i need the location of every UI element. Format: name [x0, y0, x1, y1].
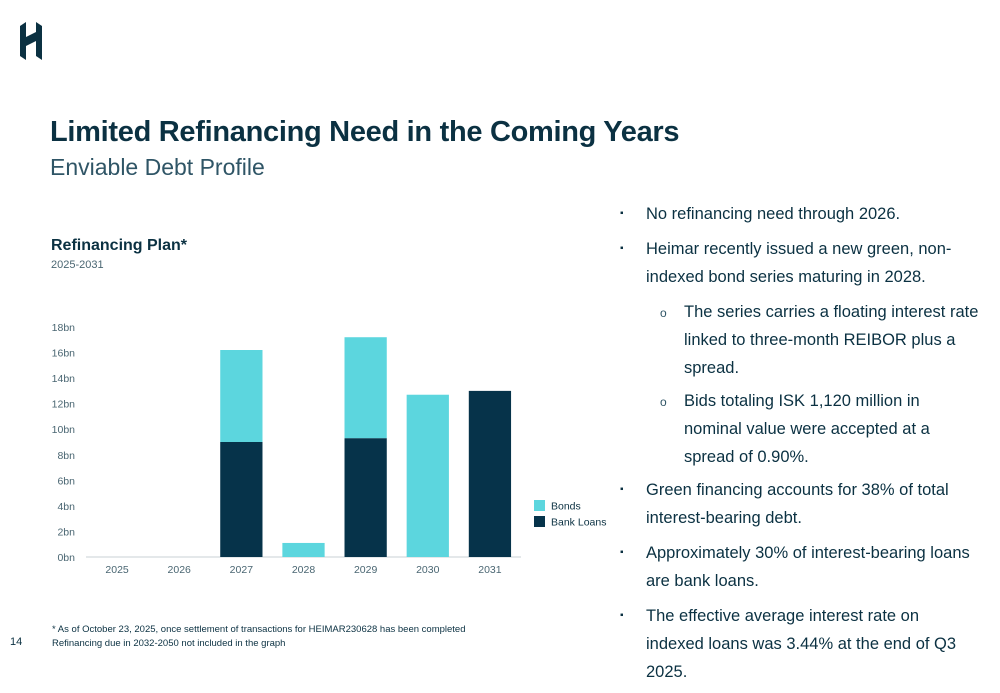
bar-bonds-2030 — [406, 394, 449, 557]
sub-bullet-text: Bids totaling ISK 1,120 million in nomin… — [684, 392, 930, 466]
bullet-marker-icon: ▪ — [620, 547, 624, 558]
sub-bullet-text: The series carries a floating interest r… — [684, 303, 979, 377]
x-tick-label: 2031 — [478, 564, 502, 576]
bullet-marker-icon: ▪ — [620, 208, 624, 219]
bullet-item: ▪ Heimar recently issued a new green, non… — [620, 235, 980, 291]
y-tick-label: 2bn — [57, 526, 75, 538]
x-tick-label: 2025 — [105, 564, 129, 576]
bullet-item: ▪ The effective average interest rate on … — [620, 602, 980, 686]
sub-bullet-marker-icon: o — [660, 306, 667, 320]
x-tick-label: 2030 — [416, 564, 440, 576]
y-tick-label: 14bn — [52, 373, 76, 385]
bullet-text: Green financing accounts for 38% of tota… — [646, 481, 949, 527]
x-tick-label: 2026 — [168, 564, 192, 576]
sub-bullet-item: o Bids totaling ISK 1,120 million in nomi… — [620, 387, 980, 471]
sub-bullet-marker-icon: o — [660, 395, 667, 409]
x-tick-label: 2029 — [354, 564, 378, 576]
bullet-marker-icon: ▪ — [620, 610, 624, 621]
chart-title: Refinancing Plan* — [51, 237, 188, 254]
bullet-list: ▪ No refinancing need through 2026. ▪ Heima… — [620, 200, 980, 693]
bar-bank-loans-2029 — [344, 438, 387, 557]
footnote-2: Refinancing due in 2032-2050 not include… — [52, 638, 286, 649]
bullet-marker-icon: ▪ — [620, 243, 624, 254]
y-tick-label: 10bn — [52, 424, 76, 436]
bar-bonds-2029 — [344, 337, 387, 439]
y-tick-label: 8bn — [57, 450, 75, 462]
page-number: 14 — [10, 636, 23, 648]
footnotes: * As of October 23, 2025, once settlemen… — [52, 623, 466, 651]
heimar-logo-icon — [20, 22, 42, 60]
bar-bank-loans-2031 — [468, 390, 512, 557]
bar-bonds-2028 — [282, 542, 325, 557]
bullet-marker-icon: ▪ — [620, 484, 624, 495]
footnote-1: * As of October 23, 2025, once settlemen… — [52, 624, 466, 635]
legend-label: Bank Loans — [551, 517, 606, 529]
x-tick-label: 2027 — [230, 564, 254, 576]
legend-label: Bonds — [551, 501, 581, 513]
y-tick-label: 4bn — [57, 501, 75, 513]
legend-swatch — [534, 516, 545, 527]
x-tick-label: 2028 — [292, 564, 316, 576]
y-tick-label: 16bn — [52, 348, 76, 360]
bar-bank-loans-2027 — [220, 442, 263, 557]
sub-bullet-item: o The series carries a floating interest … — [620, 298, 980, 382]
y-tick-label: 0bn — [57, 552, 75, 564]
page-subtitle: Enviable Debt Profile — [50, 154, 265, 180]
page-title: Limited Refinancing Need in the Coming Y… — [50, 116, 680, 148]
bullet-text: No refinancing need through 2026. — [646, 205, 901, 223]
bullet-item: ▪ Approximately 30% of interest-bearing l… — [620, 539, 980, 595]
legend-swatch — [534, 500, 545, 511]
bullet-item: ▪ No refinancing need through 2026. — [620, 200, 980, 228]
y-tick-label: 12bn — [52, 399, 76, 411]
y-tick-label: 18bn — [52, 322, 76, 334]
bullet-text: Heimar recently issued a new green, non-… — [646, 240, 952, 286]
bullet-text: Approximately 30% of interest-bearing lo… — [646, 544, 970, 590]
refinancing-chart: 0bn 2bn 4bn 6bn 8bn 10bn 12bn 14bn 16bn 18bn 2025 2… — [52, 322, 607, 576]
y-tick-label: 6bn — [57, 475, 75, 487]
chart-subtitle: 2025-2031 — [51, 259, 104, 271]
bar-bonds-2027 — [220, 350, 263, 442]
bullet-item: ▪ Green financing accounts for 38% of tot… — [620, 476, 980, 532]
bullet-text: The effective average interest rate on i… — [646, 607, 957, 681]
